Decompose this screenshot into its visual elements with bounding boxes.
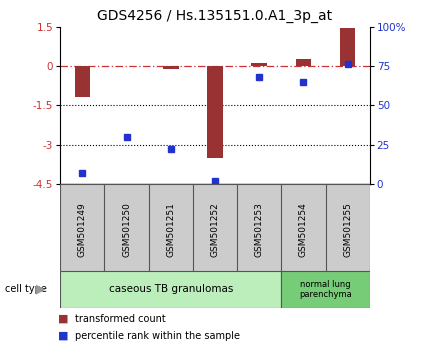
Bar — [163, 66, 178, 69]
Bar — [281, 271, 370, 308]
Bar — [296, 59, 311, 66]
Text: GSM501253: GSM501253 — [255, 202, 264, 257]
Text: ■: ■ — [58, 314, 68, 324]
Text: transformed count: transformed count — [75, 314, 166, 324]
Bar — [207, 66, 223, 158]
Bar — [60, 271, 281, 308]
Text: GSM501252: GSM501252 — [211, 203, 219, 257]
Bar — [74, 66, 90, 97]
Text: caseous TB granulomas: caseous TB granulomas — [109, 284, 233, 295]
Text: ■: ■ — [58, 331, 68, 341]
Text: GSM501255: GSM501255 — [343, 202, 352, 257]
Text: cell type: cell type — [5, 284, 47, 295]
Text: ▶: ▶ — [36, 283, 46, 296]
Text: GSM501254: GSM501254 — [299, 203, 308, 257]
Text: GSM501250: GSM501250 — [122, 202, 131, 257]
Text: GDS4256 / Hs.135151.0.A1_3p_at: GDS4256 / Hs.135151.0.A1_3p_at — [98, 9, 332, 23]
Text: GSM501249: GSM501249 — [78, 203, 87, 257]
Bar — [252, 63, 267, 66]
Text: percentile rank within the sample: percentile rank within the sample — [75, 331, 240, 341]
Bar — [340, 28, 356, 66]
Bar — [119, 66, 134, 67]
Text: GSM501251: GSM501251 — [166, 202, 175, 257]
Text: normal lung
parenchyma: normal lung parenchyma — [299, 280, 352, 299]
